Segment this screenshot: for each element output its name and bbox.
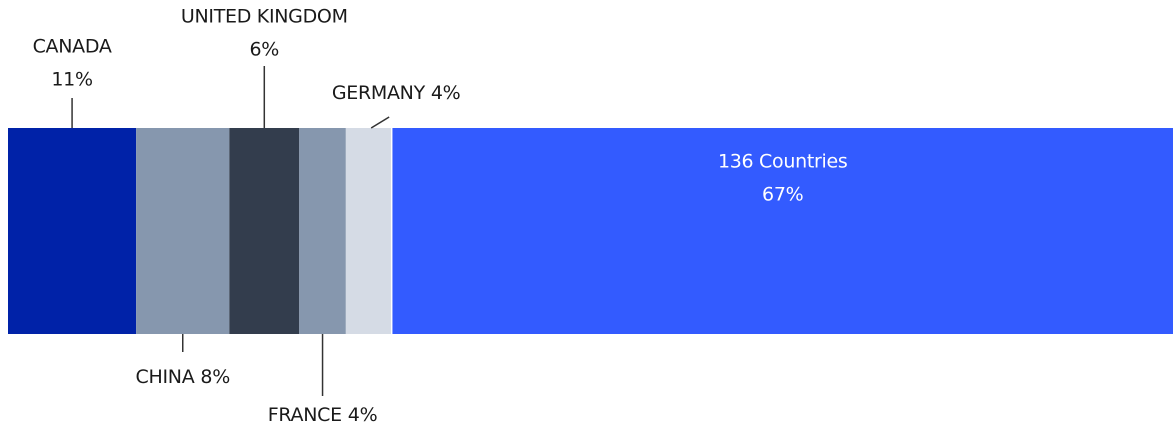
bar-segment (136, 128, 230, 334)
segment-value-label: 8% (200, 366, 230, 388)
segment-label: 136 Countries (718, 151, 848, 173)
segment-value-label: 4% (348, 404, 378, 426)
segment-label: FRANCE 4% (268, 404, 378, 426)
segment-name: CHINA (136, 366, 195, 388)
segment-label: UNITED KINGDOM (181, 6, 348, 28)
segment-value-label: 67% (762, 184, 803, 206)
segment-value-label: 4% (431, 82, 461, 104)
segment-label: CHINA 8% (136, 366, 230, 388)
segment-value-label: 6% (250, 39, 280, 61)
segment-label: CANADA (33, 36, 112, 58)
bar-segment (392, 128, 1173, 334)
bar-segment (8, 128, 137, 334)
segment-name: FRANCE (268, 404, 342, 426)
bar-segment (229, 128, 300, 334)
bar-segment (345, 128, 391, 334)
segment-label: GERMANY 4% (332, 82, 461, 104)
bar-segment (299, 128, 346, 334)
segment-name: GERMANY (332, 82, 426, 104)
segment-value-label: 11% (51, 69, 92, 91)
leader-line (370, 116, 390, 129)
